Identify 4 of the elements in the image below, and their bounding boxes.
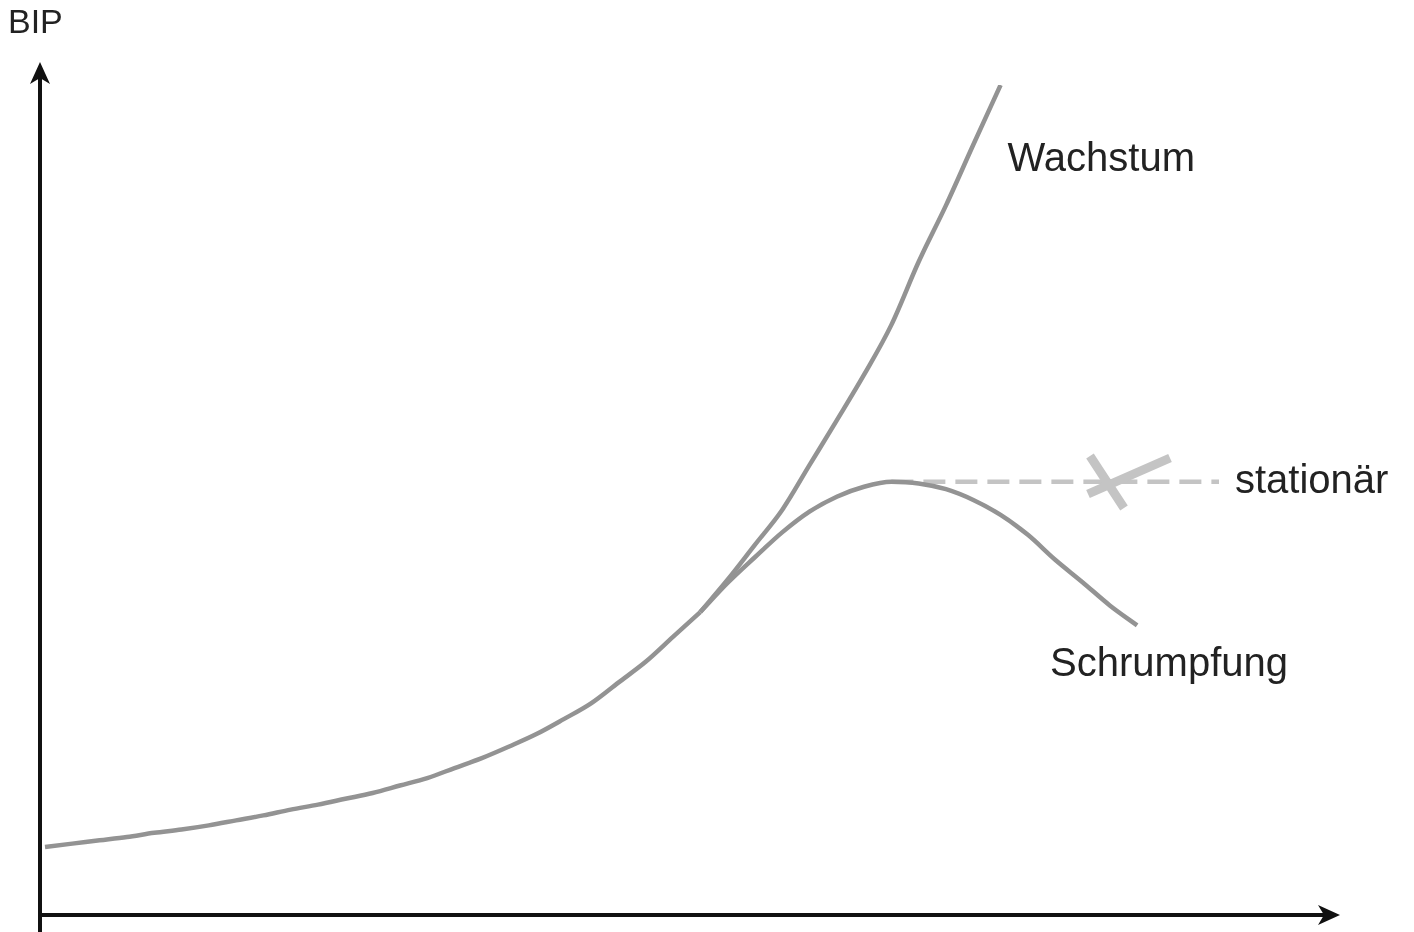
series-label: Wachstum xyxy=(1007,135,1196,180)
series-label: Schrumpfung xyxy=(1050,640,1289,685)
legend-label: stationär xyxy=(1235,456,1389,501)
y-axis-title: BIP xyxy=(8,2,63,41)
